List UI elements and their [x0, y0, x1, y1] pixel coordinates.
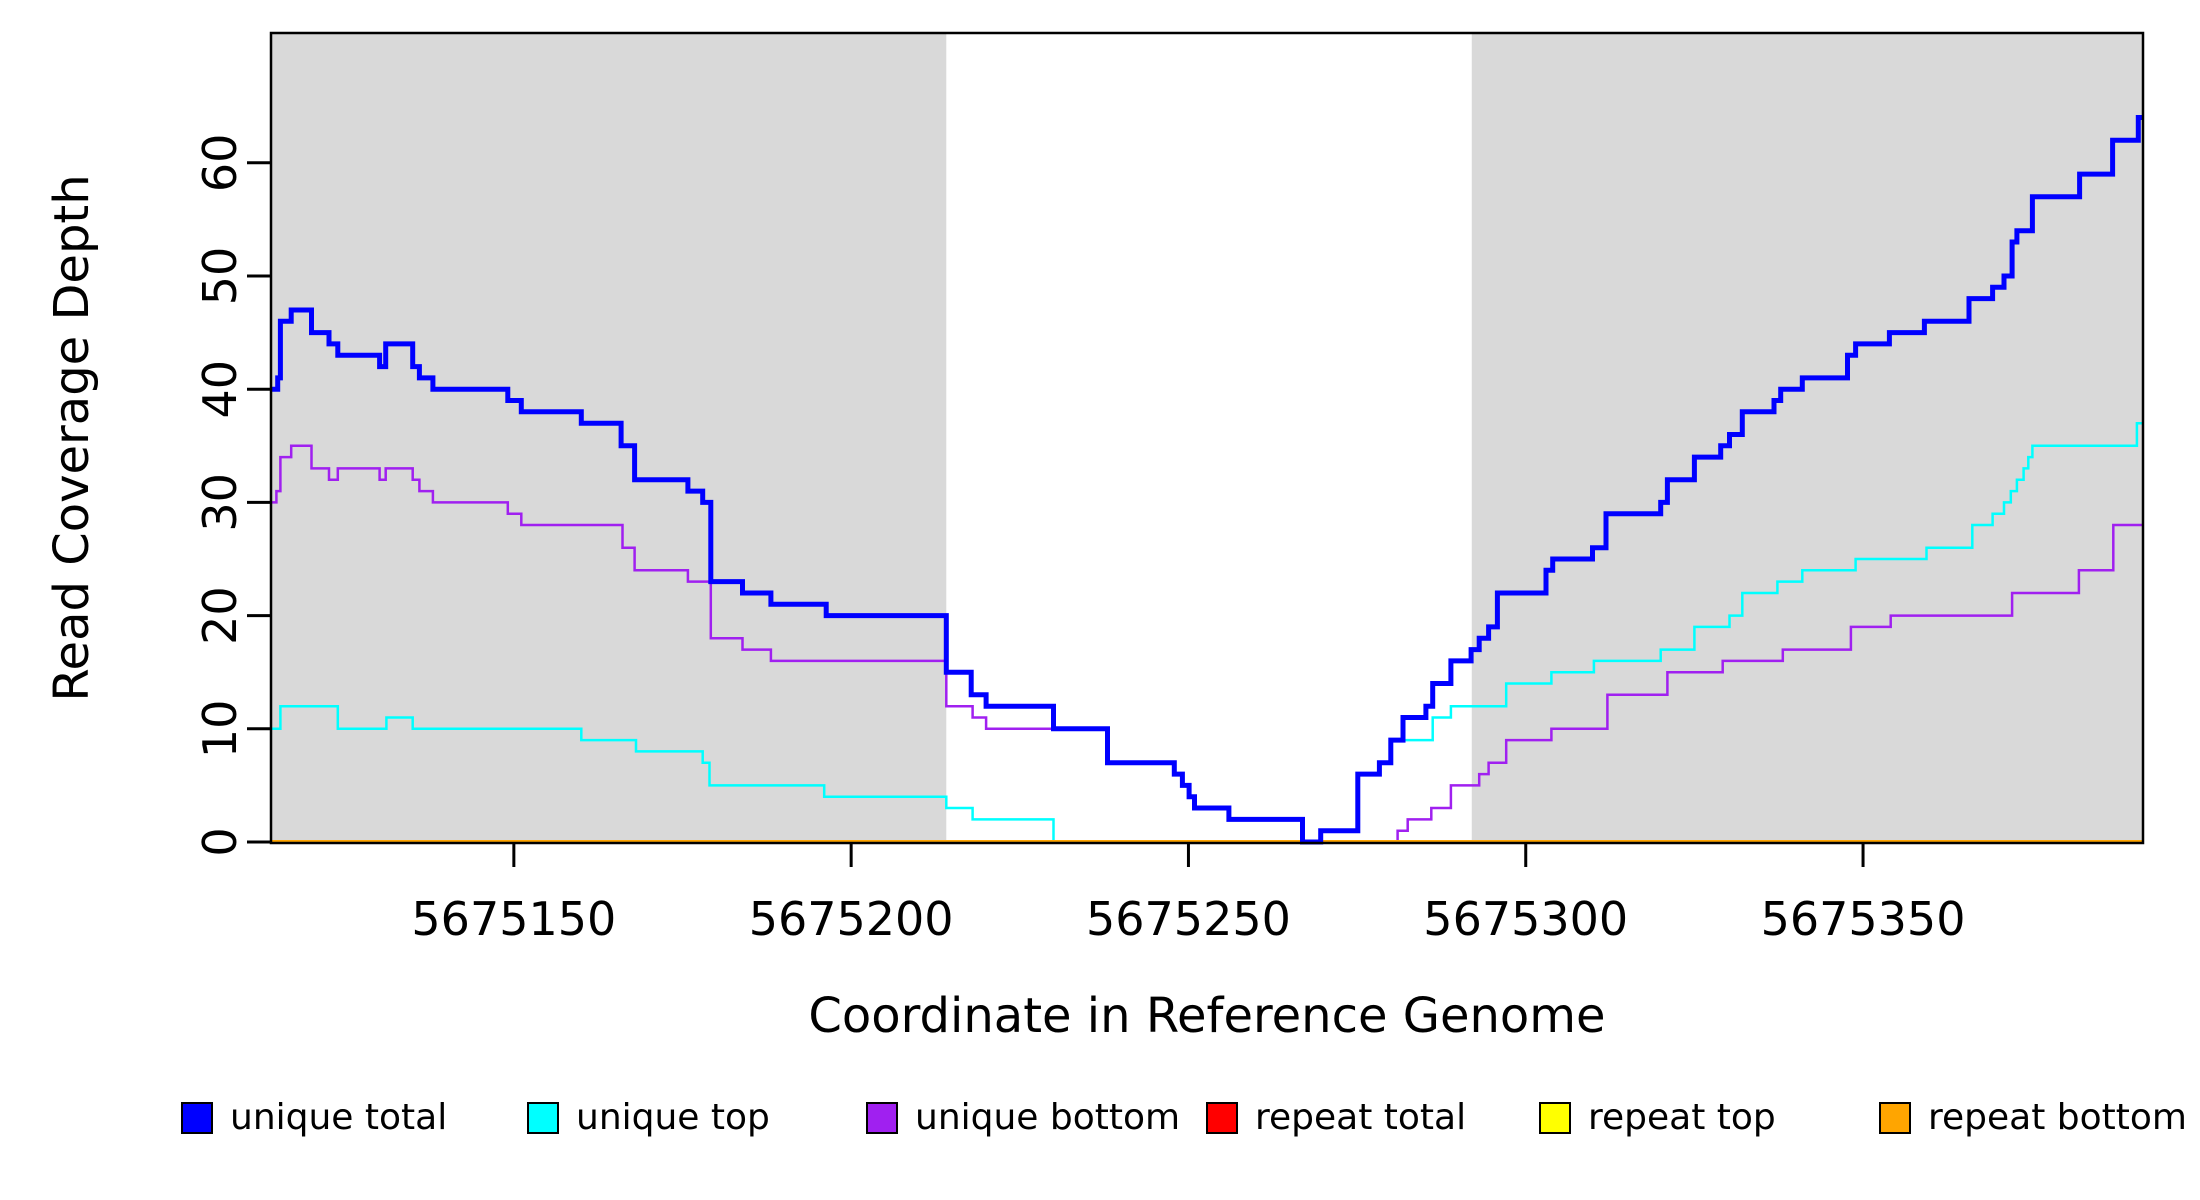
legend-item-unique-bottom: unique bottom — [866, 1097, 1180, 1138]
legend-swatch-unique-bottom — [866, 1102, 898, 1134]
y-axis-title: Read Coverage Depth — [44, 174, 100, 701]
x-axis-tick-label: 5675150 — [411, 892, 616, 946]
legend-item-repeat-top: repeat top — [1539, 1097, 1776, 1138]
plot-border-box — [269, 31, 2145, 845]
left-repeat-shade — [271, 33, 947, 843]
x-axis-tick-label: 5675200 — [749, 892, 954, 946]
axes-layer: 5675150 5675200 5675250 5675300 5675350 0 10 20… — [193, 31, 2145, 946]
series-line-unique-top — [271, 421, 2143, 844]
y-axis-tick-label: 10 — [193, 700, 247, 759]
legend-item-repeat-bottom: repeat bottom — [1879, 1097, 2187, 1138]
legend-swatch-repeat-bottom — [1879, 1102, 1911, 1134]
legend-swatch-repeat-top — [1539, 1102, 1571, 1134]
legend-swatch-unique-total — [181, 1102, 213, 1134]
series-line-unique-total — [271, 115, 2143, 845]
legend-label: unique bottom — [915, 1097, 1180, 1138]
x-axis-tick-label: 5675350 — [1761, 892, 1966, 946]
legend-swatch-unique-top — [527, 1102, 559, 1134]
legend-item-unique-total: unique total — [181, 1097, 447, 1138]
x-axis-title: Coordinate in Reference Genome — [808, 988, 1605, 1044]
legend-label: repeat top — [1588, 1097, 1776, 1138]
x-axis-tick-label: 5675300 — [1423, 892, 1628, 946]
legend: unique total unique top unique bottom repea… — [181, 1097, 2187, 1138]
shaded-regions-layer — [271, 33, 2143, 843]
y-axis-tick-label: 60 — [193, 134, 247, 193]
legend-label: repeat bottom — [1928, 1097, 2187, 1138]
legend-item-repeat-total: repeat total — [1206, 1097, 1466, 1138]
legend-swatch-repeat-total — [1206, 1102, 1238, 1134]
y-axis-tick-label: 30 — [193, 473, 247, 532]
y-axis-tick-label: 40 — [193, 360, 247, 419]
right-repeat-shade — [1471, 33, 2143, 843]
legend-label: repeat total — [1255, 1097, 1466, 1138]
y-axis-tick-label: 0 — [193, 827, 247, 856]
y-axis-tick-label: 20 — [193, 586, 247, 645]
legend-label: unique top — [576, 1097, 770, 1138]
legend-item-unique-top: unique top — [527, 1097, 770, 1138]
legend-label: unique total — [230, 1097, 447, 1138]
y-axis-tick-label: 50 — [193, 247, 247, 306]
x-axis-tick-label: 5675250 — [1086, 892, 1291, 946]
